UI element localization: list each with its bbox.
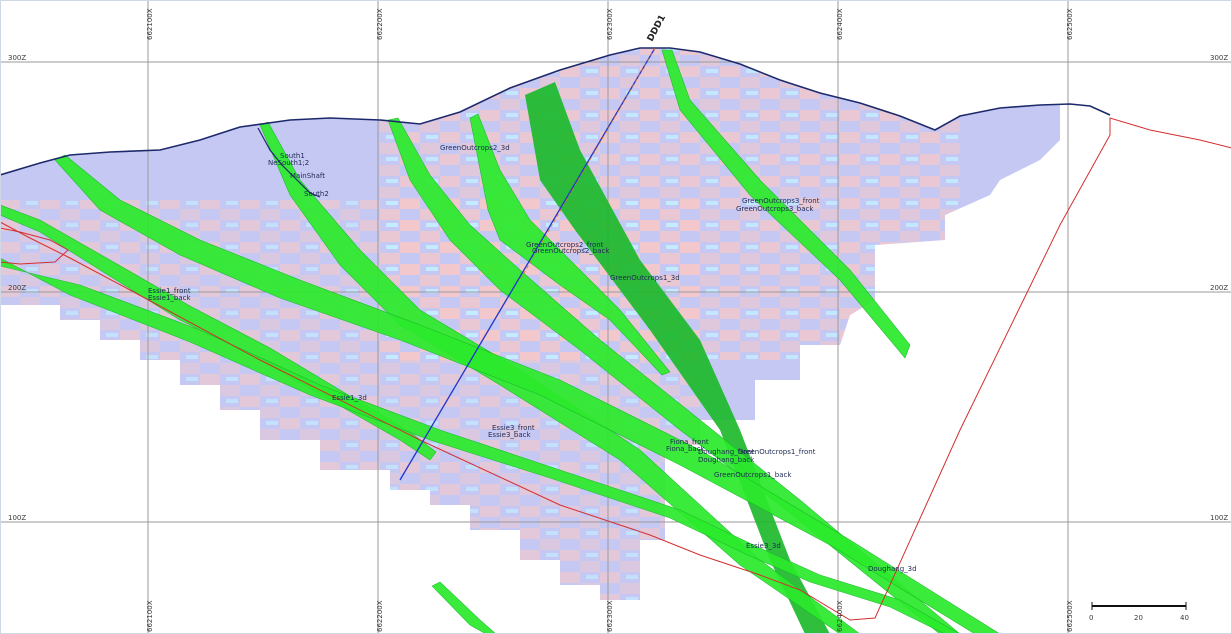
label-south12: NeSouth1;2 xyxy=(268,159,309,167)
elevation-label-left-100: 100Z xyxy=(8,514,26,522)
drillhole-ddd1[interactable] xyxy=(399,47,656,481)
label-greenoutcrops2-back: GreenOutcrops2_back xyxy=(532,247,610,255)
easting-label-bottom-5: 662500X xyxy=(1066,600,1074,632)
elevation-label-right-200: 200Z xyxy=(1210,284,1228,292)
vein-essie3 xyxy=(387,117,961,634)
easting-label-top-5: 662500X xyxy=(1066,8,1074,40)
drillhole-trace-dash xyxy=(519,47,656,281)
label-greenoutcrops2-front: GreenOutcrops2_front xyxy=(526,241,604,249)
topography-line xyxy=(0,47,1111,176)
label-fiona-back: Fiona_back xyxy=(666,445,706,453)
label-south2: South2 xyxy=(304,190,329,198)
label-greenoutcrops1-3d: GreenOutcrops1_3d xyxy=(610,274,680,282)
label-doughang-front: Doughang_front xyxy=(698,448,755,456)
easting-label-bottom-2: 662200X xyxy=(376,600,384,632)
label-essie1-3d: Essie1_3d xyxy=(332,394,367,402)
label-essie3-3d: Essie3_3d xyxy=(746,542,781,550)
label-essie3-back: Essie3_back xyxy=(488,431,532,439)
elevation-label-left-200: 200Z xyxy=(8,284,26,292)
scale-tick-0: 0 xyxy=(1089,614,1093,622)
vein-solids xyxy=(0,49,1001,634)
label-essie1-front: Essie1_front xyxy=(148,287,191,295)
label-greenoutcrops1-back: GreenOutcrops1_back xyxy=(714,471,792,479)
vein-greenoutcrops3 xyxy=(661,49,911,359)
easting-label-bottom-1: 662100X xyxy=(146,600,154,632)
easting-label-top-3: 662300X xyxy=(606,8,614,40)
shaft-traces xyxy=(257,127,321,198)
vein-doughang xyxy=(54,154,1001,634)
grid-labels: 662100X 662200X 662300X 662400X 662500X … xyxy=(8,8,1228,632)
boundary-left-lobe xyxy=(0,227,69,265)
label-essie1-back: Essie1_back xyxy=(148,294,192,302)
elevation-label-right-300: 300Z xyxy=(1210,54,1228,62)
easting-label-bottom-4: 662400X xyxy=(836,600,844,632)
easting-label-top-4: 662400X xyxy=(836,8,844,40)
scale-tick-40: 40 xyxy=(1180,614,1189,622)
elevation-label-right-100: 100Z xyxy=(1210,514,1228,522)
label-greenoutcrops3-front: GreenOutcrops3_front xyxy=(742,197,820,205)
vein-greenoutcrops2 xyxy=(469,113,671,376)
label-greenoutcrops1-front: GreenOutcrops1_front xyxy=(738,448,816,456)
vein-essie1 xyxy=(259,121,861,634)
label-mainshaft: MainShaft xyxy=(290,172,325,180)
label-fiona-front: Fiona_front xyxy=(670,438,709,446)
easting-label-bottom-3: 662300X xyxy=(606,600,614,632)
easting-label-top-1: 662100X xyxy=(146,8,154,40)
label-greenoutcrops3-back: GreenOutcrops3_back xyxy=(736,205,814,213)
easting-label-top-2: 662200X xyxy=(376,8,384,40)
scale-tick-20: 20 xyxy=(1134,614,1143,622)
label-south1: South1 xyxy=(280,152,305,160)
label-greenoutcrops2-3d: GreenOutcrops2_3d xyxy=(440,144,510,152)
elevation-label-left-300: 300Z xyxy=(8,54,26,62)
drillhole-label: DDD1 xyxy=(646,13,668,43)
label-essie3-front: Essie3_front xyxy=(492,424,535,432)
map-labels: South1 NeSouth1;2 MainShaft South2 Green… xyxy=(148,144,917,573)
scale-bar: 0 20 40 xyxy=(1089,602,1189,622)
label-doughang-3d: Doughang_3d xyxy=(868,565,917,573)
vein-fragment xyxy=(431,581,497,634)
label-doughang-back: Doughang_back xyxy=(698,456,755,464)
deposit-boundary xyxy=(0,117,1232,621)
